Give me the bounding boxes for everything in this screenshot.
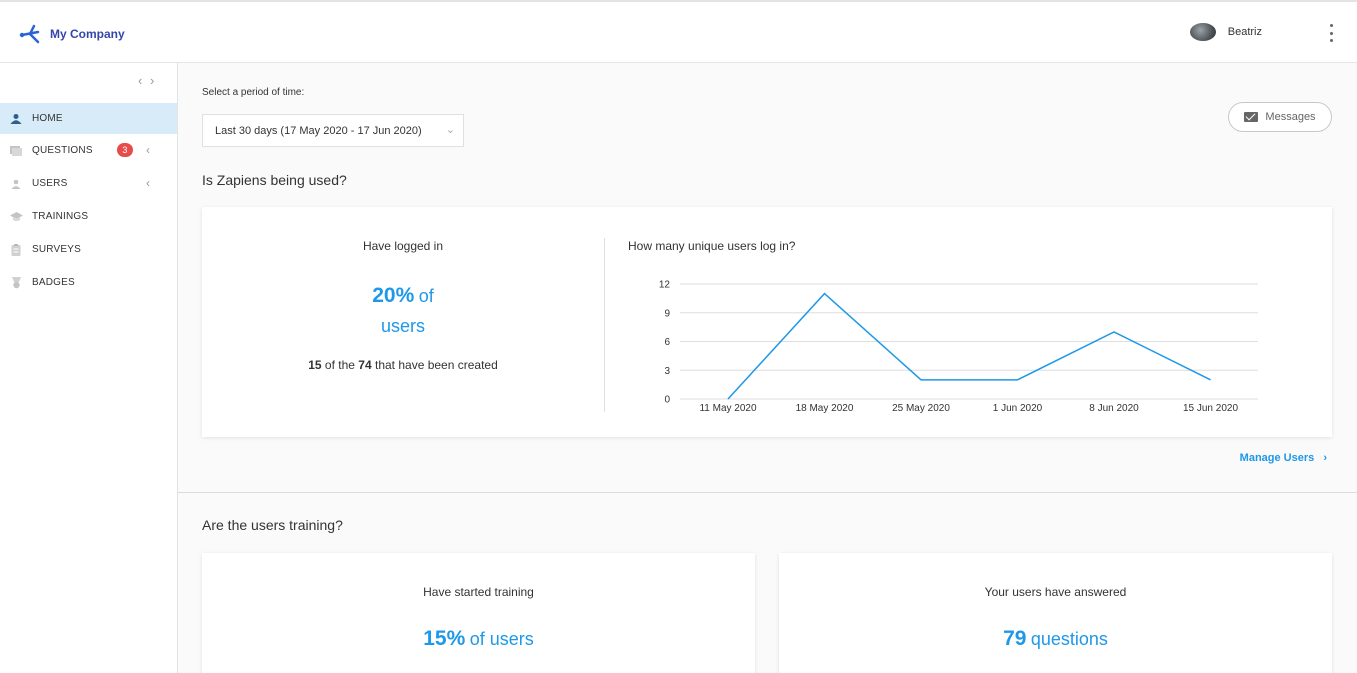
sidebar-item-label: TRAININGS [32, 211, 89, 222]
chevron-right-icon: › [1323, 452, 1327, 464]
sidebar-item-label: USERS [32, 178, 68, 189]
y-tick-label: 3 [664, 366, 670, 377]
y-tick-label: 9 [664, 308, 670, 319]
y-tick-label: 6 [664, 337, 670, 348]
more-options-icon[interactable] [1325, 24, 1337, 42]
answered-questions-card: Your users have answered 79 questions [779, 553, 1332, 673]
logged-in-mid: of the [324, 358, 355, 372]
sidebar-item-questions[interactable]: QUESTIONS 3 ‹ [0, 134, 177, 167]
sidebar-item-badges[interactable]: BADGES [0, 266, 177, 299]
card-divider [604, 238, 605, 412]
logged-in-percent: 20% [372, 284, 415, 307]
messages-button[interactable]: Messages [1228, 102, 1332, 132]
x-tick-label: 18 May 2020 [796, 403, 854, 414]
chevron-left-icon[interactable]: ‹ [146, 143, 151, 157]
period-select[interactable]: Last 30 days (17 May 2020 - 17 Jun 2020)… [202, 114, 464, 147]
started-training-stat: 15% of users [202, 627, 755, 651]
started-training-title: Have started training [423, 585, 534, 599]
training-section-title: Are the users training? [202, 517, 343, 533]
section-divider [178, 492, 1357, 493]
answered-questions-title: Your users have answered [984, 585, 1127, 599]
sidebar-item-label: HOME [32, 113, 63, 124]
sidebar-item-label: BADGES [32, 277, 75, 288]
unique-logins-chart: 0 3 6 9 12 11 May 2020 18 May 2020 25 May 2020 1… [659, 280, 1258, 414]
period-label: Select a period of time: [202, 87, 305, 98]
sidebar-item-label: QUESTIONS [32, 145, 93, 156]
sidebar-nav: HOME QUESTIONS 3 ‹ USERS ‹ TRAININGS [0, 103, 177, 299]
manage-users-link[interactable]: Manage Users › [1240, 452, 1327, 464]
started-training-percent: 15% [423, 627, 466, 650]
sidebar-item-trainings[interactable]: TRAININGS [0, 200, 177, 233]
x-tick-label: 15 Jun 2020 [1183, 403, 1238, 414]
logo-icon [19, 24, 40, 44]
y-tick-label: 12 [659, 280, 671, 291]
collapse-sidebar-icon[interactable]: ‹ › [138, 73, 157, 88]
users-icon [9, 178, 23, 190]
trainings-icon [9, 211, 23, 223]
x-tick-label: 1 Jun 2020 [993, 403, 1043, 414]
sidebar-item-home[interactable]: HOME [0, 103, 177, 134]
questions-count-badge: 3 [117, 143, 133, 157]
user-menu[interactable]: Beatriz [1189, 23, 1262, 41]
company-logo[interactable]: My Company [18, 22, 125, 46]
sidebar-item-users[interactable]: USERS ‹ [0, 167, 177, 200]
sidebar-item-label: SURVEYS [32, 244, 82, 255]
logged-in-of: of [418, 286, 434, 306]
home-icon [9, 113, 23, 125]
answered-questions-stat: 79 questions [779, 627, 1332, 651]
top-bar: My Company Beatriz [0, 0, 1357, 63]
questions-icon [9, 145, 23, 157]
badges-icon [9, 276, 23, 289]
x-tick-label: 11 May 2020 [699, 403, 757, 414]
logged-in-total: 74 [358, 358, 372, 372]
messages-button-label: Messages [1265, 111, 1316, 123]
period-select-value: Last 30 days (17 May 2020 - 17 Jun 2020) [215, 124, 422, 137]
chevron-down-icon: ⌄ [445, 124, 455, 136]
y-tick-label: 0 [664, 395, 670, 406]
series-line [727, 292, 1211, 400]
envelope-icon [1244, 112, 1259, 122]
avatar[interactable] [1189, 23, 1216, 41]
logged-in-users: users [380, 316, 425, 336]
surveys-icon [9, 243, 23, 256]
manage-users-label: Manage Users [1239, 452, 1315, 464]
usage-section-title: Is Zapiens being used? [202, 172, 347, 188]
logged-in-count: 15 [308, 358, 322, 372]
started-training-unit: of users [469, 629, 534, 649]
logged-in-detail: 15 of the 74 that have been created [202, 358, 604, 372]
x-tick-label: 8 Jun 2020 [1089, 403, 1139, 414]
chevron-left-icon[interactable]: ‹ [146, 176, 151, 190]
logged-in-title: Have logged in [362, 239, 444, 253]
answered-questions-count: 79 [1003, 627, 1027, 650]
logged-in-tail: that have been created [375, 358, 498, 372]
sidebar: ‹ › HOME QUESTIONS 3 ‹ USERS ‹ [0, 63, 178, 673]
answered-questions-unit: questions [1030, 629, 1108, 649]
started-training-card: Have started training 15% of users [202, 553, 755, 673]
main-content: Select a period of time: Last 30 days (1… [178, 63, 1357, 673]
user-name: Beatriz [1227, 26, 1262, 38]
x-tick-label: 25 May 2020 [892, 403, 950, 414]
sidebar-item-surveys[interactable]: SURVEYS [0, 233, 177, 266]
usage-card: Have logged in 20% of users 15 of the 74… [202, 207, 1332, 437]
chart-title: How many unique users log in? [628, 239, 796, 253]
company-name: My Company [50, 27, 125, 41]
logged-in-stat: 20% of users [202, 281, 604, 342]
